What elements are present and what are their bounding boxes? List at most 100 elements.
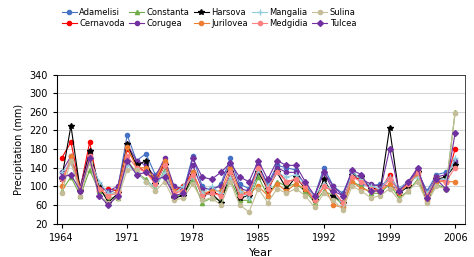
Jurilovea bbox=[218, 189, 224, 192]
Constanta bbox=[415, 178, 420, 181]
Tulcea bbox=[106, 204, 111, 207]
Constanta bbox=[293, 182, 299, 186]
Jurilovea bbox=[255, 185, 261, 188]
Adamelisi bbox=[115, 187, 121, 190]
Cernavoda bbox=[265, 189, 271, 192]
Mangalia bbox=[228, 176, 233, 179]
Tulcea bbox=[209, 178, 214, 181]
Medgidia bbox=[265, 187, 271, 190]
Tulcea bbox=[368, 189, 374, 192]
Constanta bbox=[349, 180, 355, 183]
Jurilovea bbox=[293, 182, 299, 186]
Sulina bbox=[143, 180, 149, 183]
Adamelisi bbox=[434, 173, 439, 176]
Tulcea bbox=[312, 194, 318, 197]
Adamelisi bbox=[349, 171, 355, 174]
Corugea bbox=[199, 187, 205, 190]
Tulcea bbox=[115, 194, 121, 197]
Adamelisi bbox=[199, 185, 205, 188]
Adamelisi bbox=[312, 194, 318, 197]
Sulina bbox=[283, 192, 289, 195]
Tulcea bbox=[443, 187, 448, 190]
Corugea bbox=[387, 178, 392, 181]
Cernavoda bbox=[228, 171, 233, 174]
Medgidia bbox=[274, 171, 280, 174]
Harsova bbox=[340, 201, 346, 204]
Sulina bbox=[359, 189, 365, 192]
Harsova bbox=[77, 189, 83, 192]
Medgidia bbox=[293, 178, 299, 181]
Cernavoda bbox=[246, 189, 252, 192]
Sulina bbox=[199, 199, 205, 202]
Mangalia bbox=[143, 180, 149, 183]
Line: Corugea: Corugea bbox=[59, 142, 457, 198]
Corugea bbox=[134, 159, 139, 162]
Constanta bbox=[115, 196, 121, 199]
Medgidia bbox=[237, 194, 243, 197]
Constanta bbox=[143, 178, 149, 181]
Sulina bbox=[377, 194, 383, 197]
Sulina bbox=[443, 187, 448, 190]
Medgidia bbox=[87, 154, 92, 158]
Harsova bbox=[59, 178, 64, 181]
Mangalia bbox=[181, 185, 186, 188]
Adamelisi bbox=[237, 182, 243, 186]
Sulina bbox=[106, 201, 111, 204]
Tulcea bbox=[87, 157, 92, 160]
Tulcea bbox=[162, 176, 167, 179]
Corugea bbox=[415, 169, 420, 172]
Mangalia bbox=[190, 176, 196, 179]
Medgidia bbox=[106, 194, 111, 197]
Mangalia bbox=[293, 173, 299, 176]
Cernavoda bbox=[359, 178, 365, 181]
Harsova bbox=[405, 185, 411, 188]
Jurilovea bbox=[387, 182, 392, 186]
Constanta bbox=[171, 194, 177, 197]
Jurilovea bbox=[59, 185, 64, 188]
Adamelisi bbox=[368, 185, 374, 188]
Corugea bbox=[396, 187, 402, 190]
Jurilovea bbox=[359, 187, 365, 190]
Corugea bbox=[115, 185, 121, 188]
Cernavoda bbox=[293, 178, 299, 181]
Adamelisi bbox=[153, 173, 158, 176]
Cernavoda bbox=[387, 173, 392, 176]
Sulina bbox=[302, 194, 308, 197]
Adamelisi bbox=[181, 189, 186, 192]
Medgidia bbox=[77, 189, 83, 192]
Mangalia bbox=[274, 171, 280, 174]
Adamelisi bbox=[77, 187, 83, 190]
Harsova bbox=[237, 196, 243, 199]
Adamelisi bbox=[359, 182, 365, 186]
Medgidia bbox=[349, 176, 355, 179]
Harsova bbox=[387, 126, 392, 130]
Harsova bbox=[283, 187, 289, 190]
Constanta bbox=[434, 182, 439, 186]
Mangalia bbox=[434, 178, 439, 181]
Tulcea bbox=[359, 173, 365, 176]
Medgidia bbox=[162, 164, 167, 167]
Jurilovea bbox=[396, 192, 402, 195]
Medgidia bbox=[115, 192, 121, 195]
Adamelisi bbox=[387, 185, 392, 188]
Jurilovea bbox=[377, 189, 383, 192]
Cernavoda bbox=[190, 171, 196, 174]
Harsova bbox=[115, 192, 121, 195]
Constanta bbox=[199, 201, 205, 204]
Tulcea bbox=[340, 194, 346, 197]
Cernavoda bbox=[405, 182, 411, 186]
Corugea bbox=[321, 171, 327, 174]
Mangalia bbox=[330, 189, 336, 192]
Mangalia bbox=[209, 185, 214, 188]
Constanta bbox=[255, 176, 261, 179]
Harsova bbox=[293, 176, 299, 179]
Adamelisi bbox=[171, 185, 177, 188]
Sulina bbox=[162, 180, 167, 183]
Corugea bbox=[340, 194, 346, 197]
Tulcea bbox=[330, 189, 336, 192]
Jurilovea bbox=[368, 189, 374, 192]
Adamelisi bbox=[246, 187, 252, 190]
Constanta bbox=[340, 204, 346, 207]
Medgidia bbox=[199, 194, 205, 197]
Cernavoda bbox=[340, 201, 346, 204]
